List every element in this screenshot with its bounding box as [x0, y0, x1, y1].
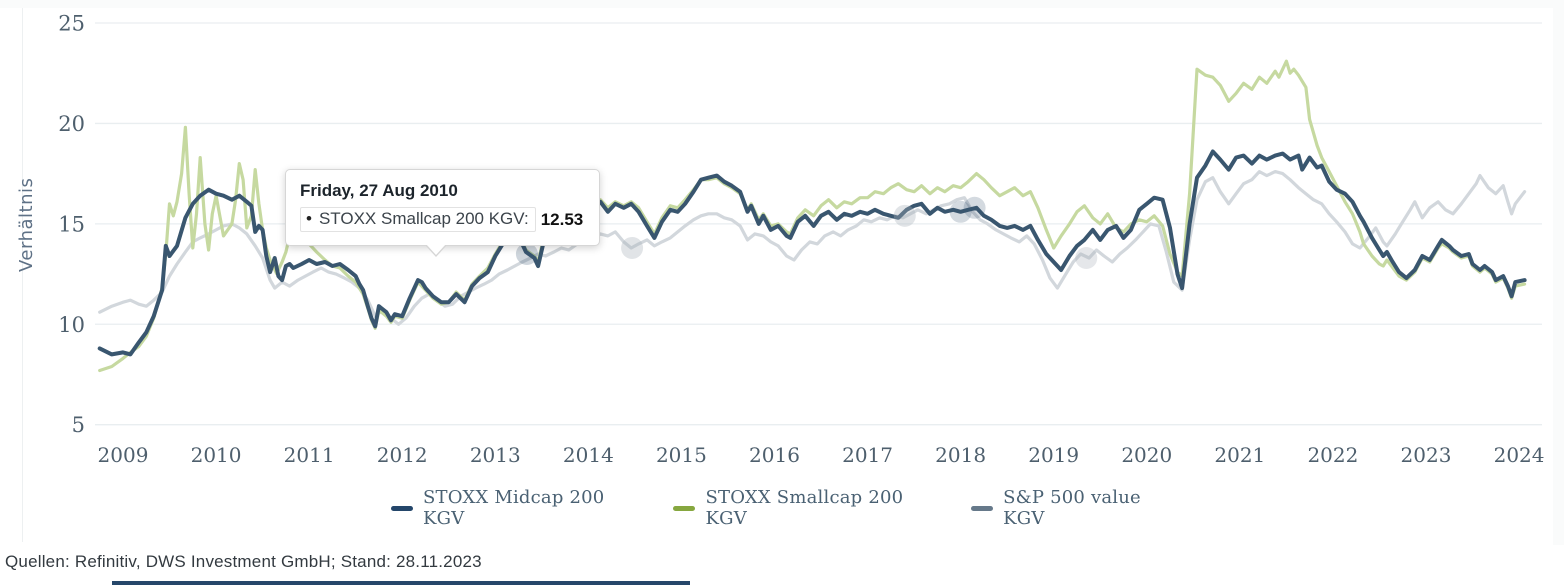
chart-legend: STOXX Midcap 200 KGV STOXX Smallcap 200 …: [391, 487, 1173, 529]
y-axis-title: Verhältnis: [16, 178, 37, 272]
midcap-line-swatch-icon: [391, 505, 413, 511]
y-tick-label: 15: [58, 212, 85, 236]
x-tick-label: 2010: [191, 443, 242, 467]
tooltip-series-label-box: • STOXX Smallcap 200 KGV:: [300, 207, 536, 232]
next-section-edge: [112, 581, 690, 585]
tooltip-caret-fill: [426, 244, 446, 255]
x-tick-label: 2018: [935, 443, 986, 467]
x-tick-label: 2024: [1494, 443, 1545, 467]
y-tick-label: 20: [58, 112, 85, 136]
page-right-margin: [1553, 0, 1564, 545]
x-tick-label: 2020: [1121, 443, 1172, 467]
legend-item-sp500-value[interactable]: S&P 500 value KGV: [971, 487, 1173, 529]
tooltip-value: 12.53: [540, 209, 584, 229]
page-top-margin: [0, 0, 1564, 8]
legend-label: STOXX Midcap 200 KGV: [423, 487, 605, 529]
halo-marker: [893, 204, 916, 227]
tooltip-date: Friday, 27 Aug 2010: [300, 181, 458, 200]
legend-label: S&P 500 value KGV: [1003, 487, 1141, 529]
halo-marker: [963, 196, 986, 219]
series-lines: [97, 59, 1527, 373]
x-tick-label: 2021: [1214, 443, 1265, 467]
series-line: [98, 170, 1527, 326]
x-tick-label: 2013: [470, 443, 521, 467]
halo-marker: [515, 242, 538, 265]
sp500-line-swatch-icon: [971, 505, 994, 511]
y-axis-ticks: 25 20 15 10 5: [58, 12, 85, 438]
source-note: Quellen: Refinitiv, DWS Investment GmbH;…: [5, 552, 482, 571]
x-tick-label: 2016: [749, 443, 800, 467]
tooltip-series-label: STOXX Smallcap 200 KGV:: [318, 209, 529, 228]
x-tick-label: 2011: [284, 443, 335, 467]
y-tick-label: 10: [58, 313, 85, 337]
x-axis-ticks: 2009 2010 2011 2012 2013 2014 2015 2016 2017 2018…: [98, 443, 1545, 467]
legend-label: STOXX Smallcap 200 KGV: [705, 487, 904, 529]
series-bullet-icon: •: [306, 209, 312, 228]
chart-tooltip: Friday, 27 Aug 2010 • STOXX Smallcap 200 …: [285, 169, 601, 257]
chart-card-border: [22, 8, 23, 542]
x-tick-label: 2012: [377, 443, 428, 467]
legend-item-stoxx-midcap[interactable]: STOXX Midcap 200 KGV: [391, 487, 633, 529]
x-tick-label: 2009: [98, 443, 149, 467]
hover-halo-markers: [515, 196, 1098, 269]
smallcap-line-swatch-icon: [673, 505, 696, 511]
y-tick-label: 25: [58, 12, 85, 36]
tooltip-series-row: • STOXX Smallcap 200 KGV: 12.53: [300, 207, 583, 232]
halo-marker: [949, 200, 972, 223]
halo-marker: [621, 236, 644, 259]
x-tick-label: 2022: [1307, 443, 1358, 467]
x-tick-label: 2017: [842, 443, 893, 467]
y-tick-label: 5: [72, 413, 85, 437]
x-tick-label: 2014: [563, 443, 614, 467]
halo-marker: [1075, 246, 1098, 269]
x-tick-label: 2015: [656, 443, 707, 467]
x-tick-label: 2019: [1028, 443, 1079, 467]
series-line: [97, 149, 1527, 357]
legend-item-stoxx-smallcap[interactable]: STOXX Smallcap 200 KGV: [673, 487, 931, 529]
x-tick-label: 2023: [1401, 443, 1452, 467]
